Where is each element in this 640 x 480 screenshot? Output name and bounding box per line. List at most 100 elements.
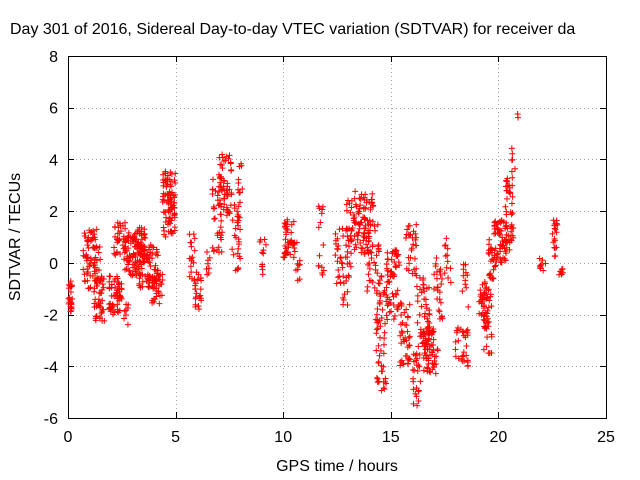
data-point <box>82 253 89 260</box>
data-point <box>209 186 216 193</box>
data-point <box>165 207 172 214</box>
data-point <box>333 280 340 287</box>
data-point <box>494 219 501 226</box>
data-point <box>406 333 413 340</box>
data-point <box>224 189 231 196</box>
data-point <box>503 187 510 194</box>
data-point <box>343 225 350 232</box>
data-point <box>282 252 289 259</box>
data-point <box>226 208 233 215</box>
data-point <box>259 271 266 278</box>
x-tick-label: 25 <box>597 429 615 446</box>
data-point <box>234 219 241 226</box>
data-point <box>462 269 469 276</box>
data-point <box>197 286 204 293</box>
data-point <box>192 282 199 289</box>
data-point <box>352 188 359 195</box>
data-point <box>414 402 421 409</box>
data-point <box>508 223 515 230</box>
data-point <box>377 323 384 330</box>
data-point <box>390 316 397 323</box>
data-point <box>410 386 417 393</box>
data-point <box>480 316 487 323</box>
data-point <box>67 283 74 290</box>
data-point <box>491 263 498 270</box>
data-point <box>494 226 501 233</box>
data-point <box>112 251 119 258</box>
data-point <box>139 236 146 243</box>
data-point <box>91 259 98 266</box>
data-point <box>401 338 408 345</box>
data-point <box>191 247 198 254</box>
data-point <box>81 233 88 240</box>
data-point <box>231 205 238 212</box>
data-point <box>410 228 417 235</box>
data-point <box>235 245 242 252</box>
data-point <box>152 251 159 258</box>
data-point <box>227 160 234 167</box>
data-point <box>154 267 161 274</box>
data-point <box>150 244 157 251</box>
data-point <box>108 292 115 299</box>
data-point <box>221 201 228 208</box>
data-point <box>488 303 495 310</box>
data-point <box>344 288 351 295</box>
data-point <box>508 211 515 218</box>
data-point <box>343 207 350 214</box>
data-point <box>186 231 193 238</box>
data-point <box>236 214 243 221</box>
data-point <box>441 242 448 249</box>
data-point <box>502 203 509 210</box>
data-point <box>85 237 92 244</box>
data-point <box>372 227 379 234</box>
data-point <box>159 271 166 278</box>
data-point <box>220 206 227 213</box>
data-point <box>194 276 201 283</box>
data-point <box>483 325 490 332</box>
data-point <box>223 153 230 160</box>
data-point <box>197 275 204 282</box>
data-point <box>192 301 199 308</box>
data-point <box>402 352 409 359</box>
data-point <box>132 266 139 273</box>
data-point <box>354 236 361 243</box>
data-point <box>373 311 380 318</box>
data-point <box>487 291 494 298</box>
data-point <box>437 299 444 306</box>
data-point <box>414 368 421 375</box>
data-point <box>146 259 153 266</box>
data-point <box>374 317 381 324</box>
data-point <box>214 192 221 199</box>
data-point <box>340 273 347 280</box>
data-point <box>93 226 100 233</box>
data-points <box>65 111 566 409</box>
y-tick-label: 6 <box>49 101 58 118</box>
data-point <box>394 306 401 313</box>
data-point <box>452 338 459 345</box>
data-point <box>365 235 372 242</box>
data-point <box>444 245 451 252</box>
data-point <box>515 114 522 121</box>
y-axis-label: SDTVAR / TECUs <box>7 173 24 301</box>
data-point <box>86 285 93 292</box>
data-point <box>339 260 346 267</box>
y-tick-label: 2 <box>49 204 58 221</box>
data-point <box>99 281 106 288</box>
data-point <box>443 264 450 271</box>
data-point <box>503 211 510 218</box>
data-point <box>413 242 420 249</box>
data-point <box>237 226 244 233</box>
data-point <box>384 249 391 256</box>
data-point <box>384 302 391 309</box>
data-point <box>485 287 492 294</box>
data-point <box>360 214 367 221</box>
data-point <box>85 254 92 261</box>
data-point <box>345 243 352 250</box>
data-point <box>315 224 322 231</box>
data-point <box>160 224 167 231</box>
y-tick-label: 0 <box>49 256 58 273</box>
data-point <box>167 220 174 227</box>
x-tick-label: 5 <box>171 429 180 446</box>
data-point <box>397 300 404 307</box>
data-point <box>67 308 74 315</box>
